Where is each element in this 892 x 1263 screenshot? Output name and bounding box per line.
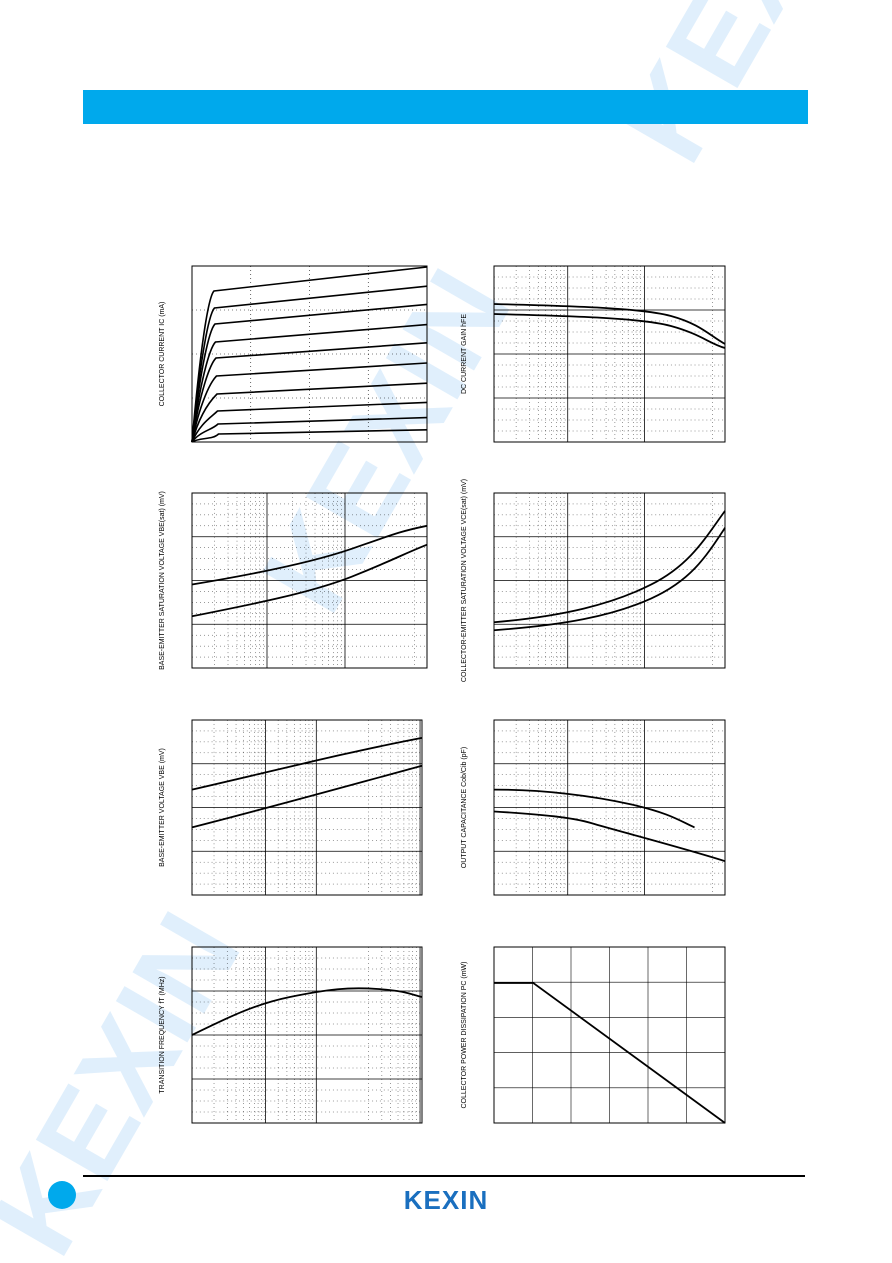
y-axis-label: TRANSITION FREQUENCY fT (MHz) <box>159 976 166 1093</box>
curve <box>493 313 726 349</box>
curve <box>191 382 428 443</box>
graph <box>493 946 726 1124</box>
curve <box>191 524 428 586</box>
curve <box>493 810 726 863</box>
curve <box>191 401 428 443</box>
curve <box>493 510 726 624</box>
y-axis-label: COLLECTOR CURRENT IC (mA) <box>159 302 166 407</box>
curve <box>191 737 423 791</box>
graph <box>493 719 726 896</box>
y-axis-label: BASE-EMITTER SATURATION VOLTAGE VBE(sat)… <box>159 491 166 670</box>
page-dot <box>48 1181 76 1209</box>
graph <box>191 946 423 1124</box>
graph <box>191 719 423 896</box>
graph <box>191 265 428 443</box>
y-axis-label: OUTPUT CAPACITANCE Cob/Cib (pF) <box>461 747 468 868</box>
y-axis-label: DC CURRENT GAIN hFE <box>461 314 468 394</box>
curve <box>493 788 695 829</box>
curve <box>494 982 726 1124</box>
curve <box>191 342 428 443</box>
curve <box>191 429 428 443</box>
watermark: KEXIN <box>236 248 535 633</box>
curve <box>191 362 428 443</box>
header-bar <box>83 90 808 124</box>
y-axis-label: COLLECTOR-EMITTER SATURATION VOLTAGE VCE… <box>461 479 468 682</box>
graph <box>493 492 726 669</box>
graph <box>493 265 726 443</box>
footer-logo: KEXIN <box>404 1185 488 1215</box>
curve <box>191 764 423 829</box>
graph <box>191 492 428 669</box>
y-axis-label: BASE-EMITTER VOLTAGE VBE (mV) <box>159 748 166 867</box>
curve <box>191 416 428 443</box>
curve <box>191 987 423 1036</box>
curve <box>493 527 726 632</box>
curve <box>191 543 428 618</box>
y-axis-label: COLLECTOR POWER DISSIPATION PC (mW) <box>461 961 468 1108</box>
curve <box>493 303 726 345</box>
